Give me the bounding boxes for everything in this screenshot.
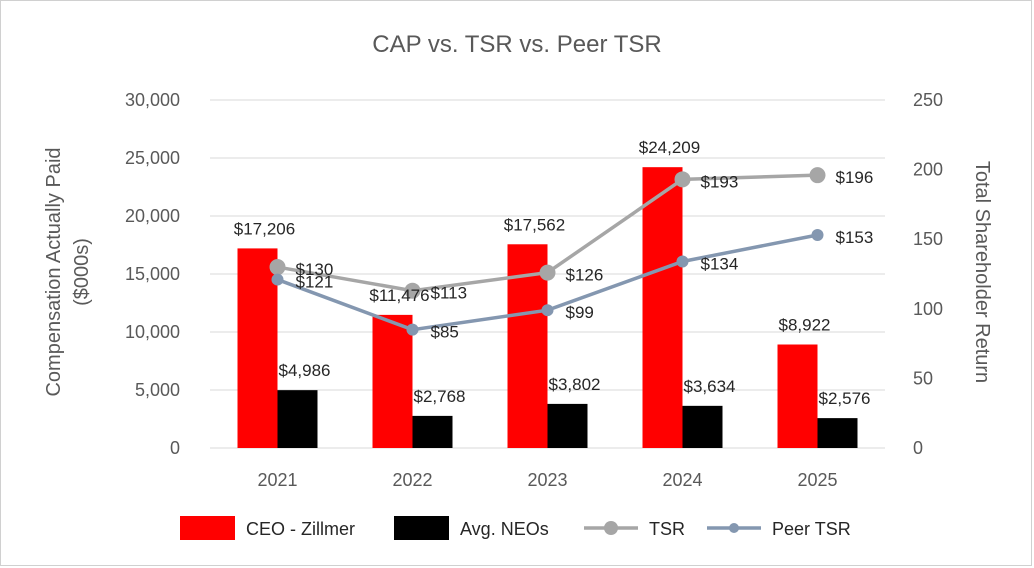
legend-swatch	[394, 516, 449, 540]
y2-tick-label: 0	[913, 438, 923, 458]
neo-bar	[277, 390, 318, 448]
ceo-bar-label: $24,209	[639, 138, 700, 157]
legend-swatch	[180, 516, 235, 540]
peer-tsr-point-label: $99	[566, 303, 594, 322]
left-axis-ticks: 0 5,000 10,000 15,000 20,000 25,000 30,000	[125, 90, 180, 458]
legend-label: Avg. NEOs	[460, 519, 549, 539]
legend: CEO - Zillmer Avg. NEOs TSR Peer TSR	[180, 516, 851, 540]
y-tick-label: 5,000	[135, 380, 180, 400]
peer-tsr-point-label: $121	[296, 273, 334, 292]
tsr-point-label: $130	[296, 260, 334, 279]
y2-tick-label: 50	[913, 368, 933, 388]
left-axis-title: Compensation Actually Paid ($000s)	[43, 147, 93, 396]
y-tick-label: 15,000	[125, 264, 180, 284]
y2-tick-label: 150	[913, 229, 943, 249]
y-axis-title-line: Compensation Actually Paid	[43, 147, 65, 396]
y-tick-label: 25,000	[125, 148, 180, 168]
ceo-bar	[372, 314, 413, 448]
y2-tick-label: 250	[913, 90, 943, 110]
data-labels: $17,206 $11,476 $17,562 $24,209 $8,922 $4,986…	[234, 138, 874, 408]
y-tick-label: 0	[170, 438, 180, 458]
peer-tsr-point-label: $134	[701, 254, 739, 273]
ceo-bar	[777, 344, 818, 448]
lines	[269, 167, 826, 336]
peer-tsr-point	[811, 229, 824, 242]
neo-bar-label: $3,802	[549, 375, 601, 394]
tsr-point-label: $113	[431, 284, 468, 303]
y-tick-label: 10,000	[125, 322, 180, 342]
y-tick-label: 20,000	[125, 206, 180, 226]
peer-tsr-point-label: $153	[836, 228, 874, 247]
y2-tick-label: 200	[913, 160, 943, 180]
x-tick-label: 2025	[797, 470, 837, 490]
neo-bar-label: $2,576	[819, 389, 871, 408]
ceo-bar-label: $11,476	[369, 286, 429, 305]
gridlines	[210, 99, 885, 449]
tsr-point	[539, 264, 556, 281]
neo-bar	[547, 403, 588, 448]
ceo-bar-label: $17,206	[234, 219, 295, 238]
chart-title: CAP vs. TSR vs. Peer TSR	[372, 31, 661, 58]
tsr-point-label: $196	[836, 168, 874, 187]
x-tick-label: 2021	[257, 470, 297, 490]
tsr-point-label: $193	[701, 172, 739, 191]
tsr-point	[809, 167, 826, 184]
peer-tsr-point-label: $85	[431, 323, 459, 342]
neo-bar-label: $3,634	[684, 377, 736, 396]
legend-label: Peer TSR	[772, 519, 851, 539]
peer-tsr-point	[676, 255, 689, 268]
peer-tsr-point	[271, 273, 284, 286]
tsr-point-label: $126	[566, 266, 604, 285]
tsr-point	[674, 171, 691, 188]
x-tick-label: 2023	[527, 470, 567, 490]
legend-marker	[729, 523, 739, 533]
legend-label: TSR	[649, 519, 685, 539]
tsr-point	[269, 259, 286, 276]
neo-bar	[682, 405, 723, 448]
legend-marker	[604, 521, 618, 535]
neo-bar-label: $4,986	[279, 361, 331, 380]
y-tick-label: 30,000	[125, 90, 180, 110]
legend-label: CEO - Zillmer	[246, 519, 355, 539]
right-axis-title: Total Shareholder Return	[971, 161, 993, 383]
peer-tsr-point	[541, 304, 554, 317]
neo-bar	[412, 415, 453, 448]
y2-tick-label: 100	[913, 299, 943, 319]
ceo-bar	[642, 167, 683, 448]
x-axis-ticks: 2021 2022 2023 2024 2025	[257, 470, 837, 490]
peer-tsr-point	[406, 323, 419, 336]
tsr-point	[404, 282, 421, 299]
x-tick-label: 2024	[662, 470, 702, 490]
ceo-bar-label: $17,562	[504, 215, 565, 234]
neo-bar	[817, 418, 858, 448]
neo-bar-label: $2,768	[414, 387, 466, 406]
ceo-bar	[237, 248, 278, 448]
ceo-bar-label: $8,922	[779, 316, 831, 335]
y-axis-title-line: ($000s)	[71, 238, 93, 306]
x-tick-label: 2022	[392, 470, 432, 490]
right-axis-ticks: 0 50 100 150 200 250	[913, 90, 943, 458]
